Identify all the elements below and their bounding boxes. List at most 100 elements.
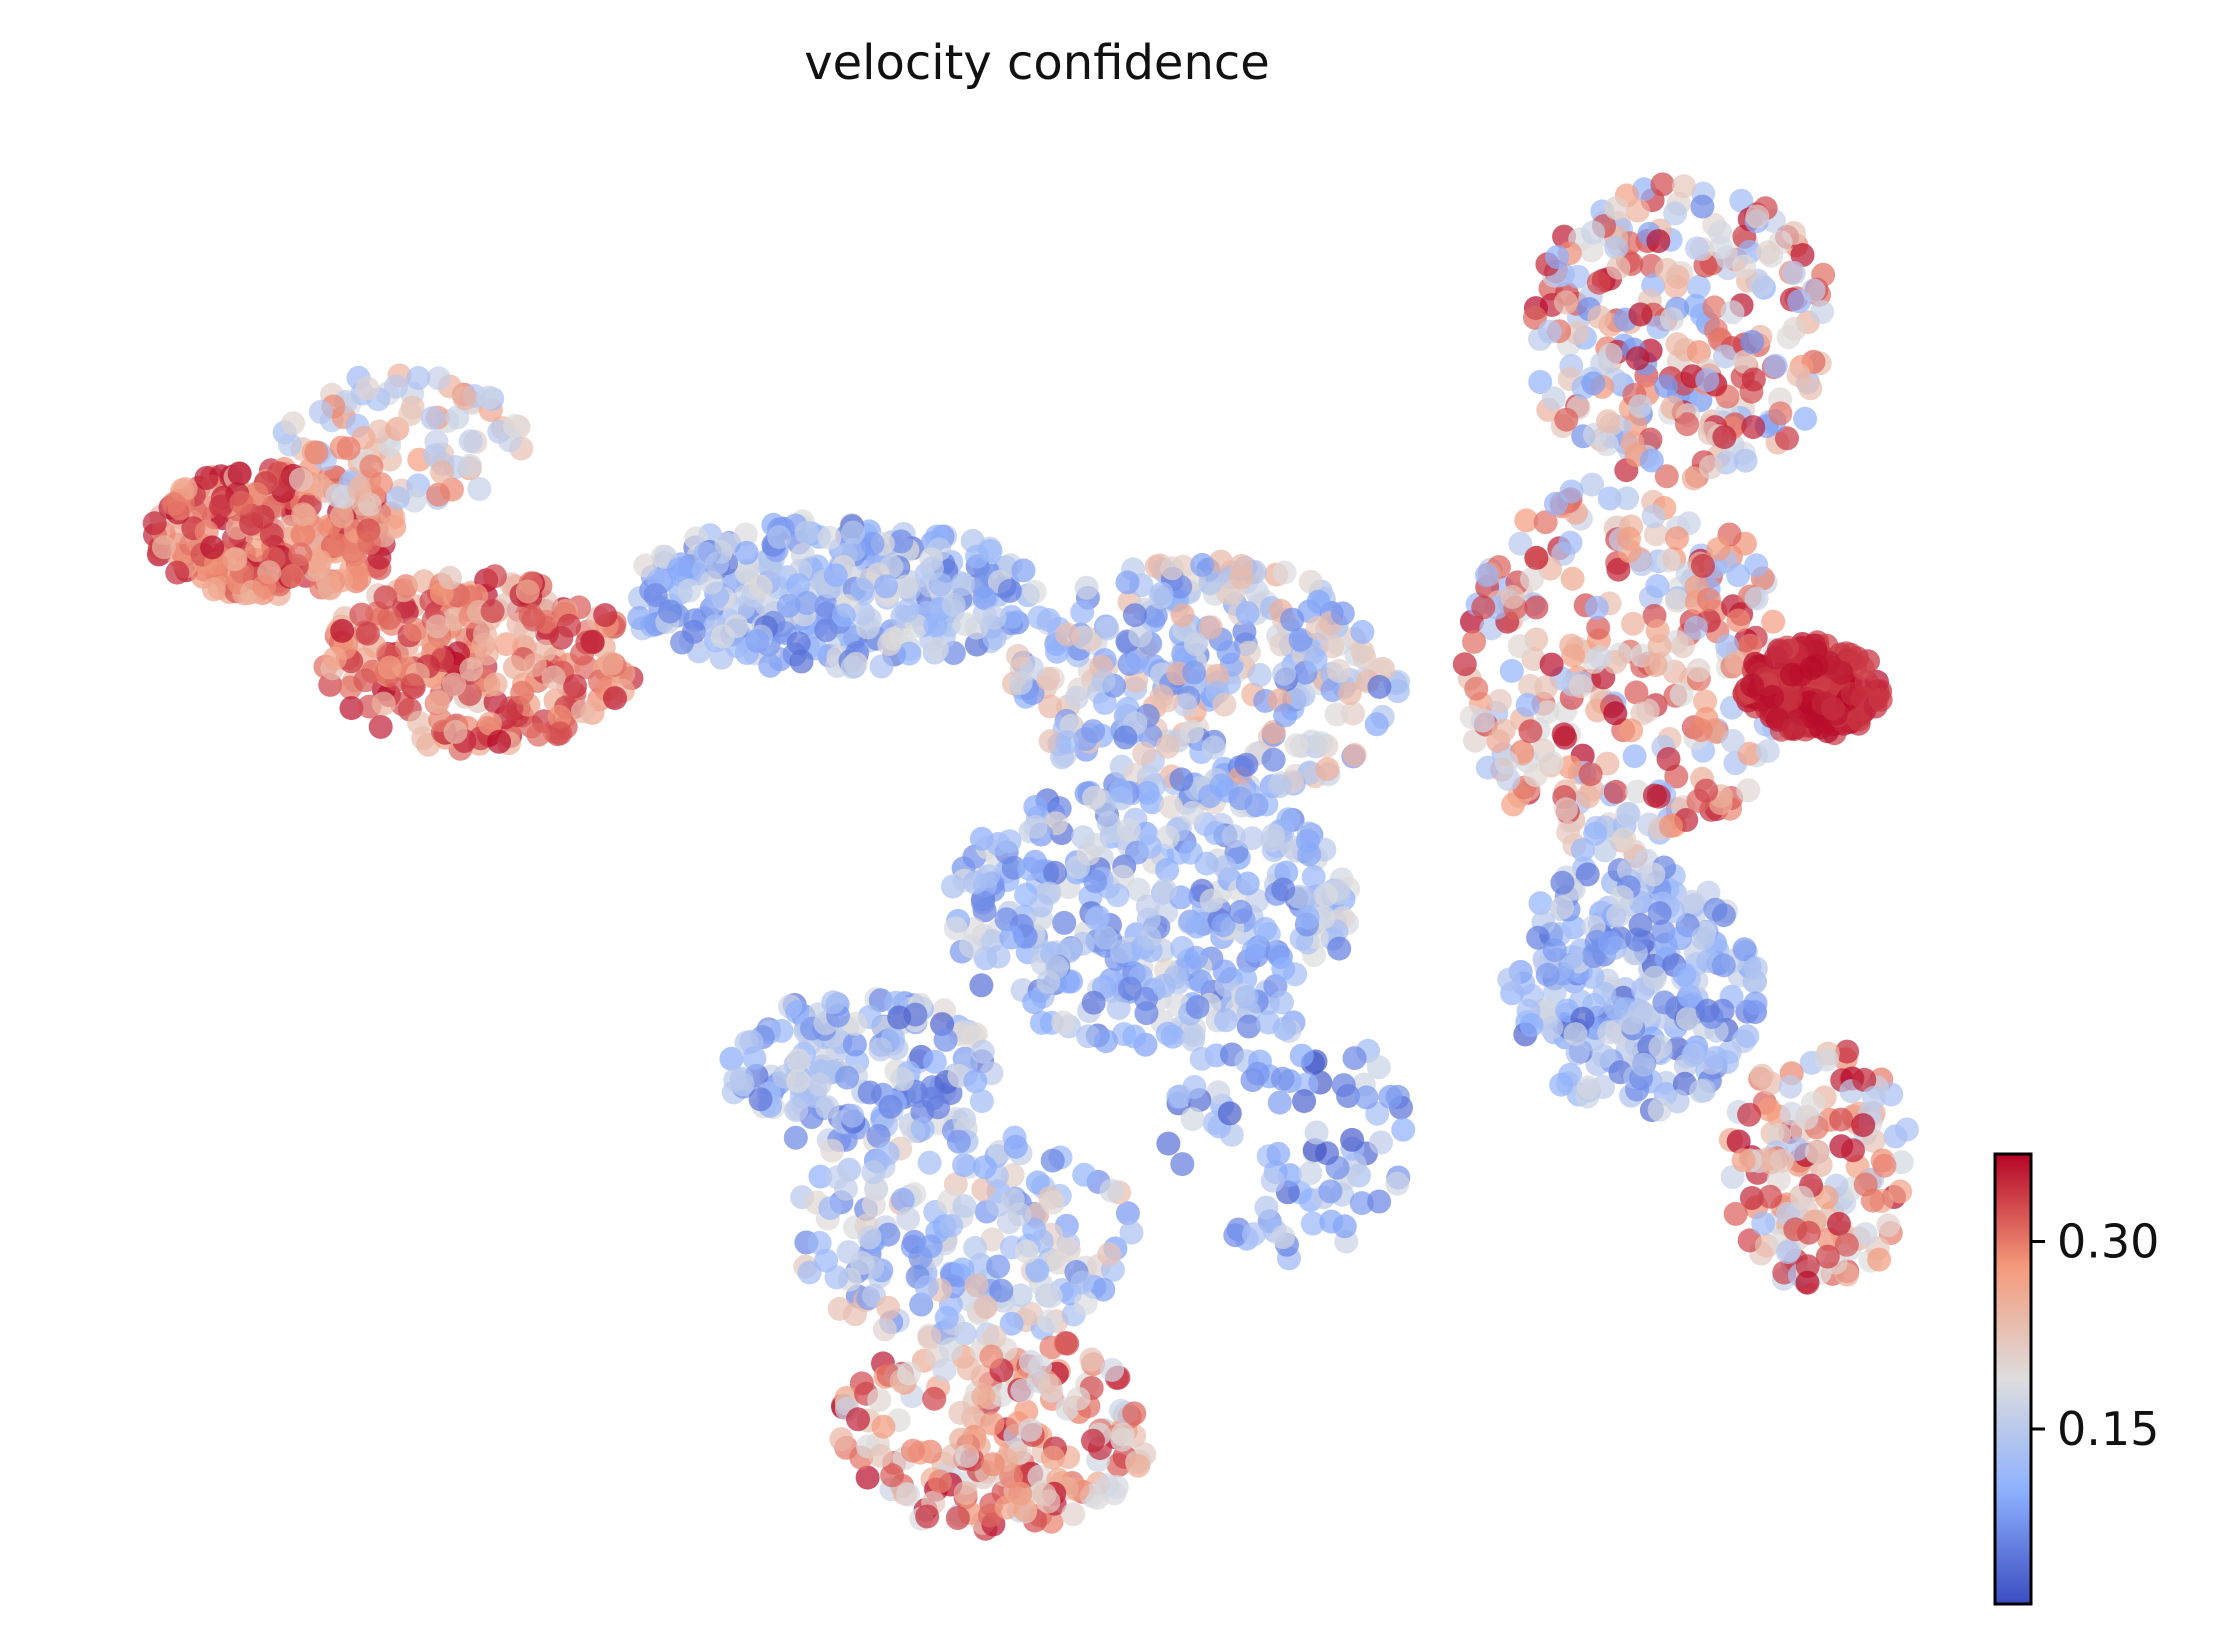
scatter-point [1732,349,1757,374]
scatter-point [1223,1223,1248,1248]
scatter-point [1565,321,1590,345]
scatter-point [1542,938,1567,963]
scatter-point [1168,574,1193,599]
scatter-point [932,1358,957,1383]
scatter-point [1095,1473,1120,1498]
scatter-point [924,637,949,662]
scatter-point [1685,236,1709,261]
scatter-point [1280,607,1305,632]
scatter-point [1180,800,1205,825]
scatter-point [861,1160,886,1185]
scatter-point [1074,575,1099,600]
scatter-point [1040,1190,1065,1215]
scatter-point [1083,869,1108,894]
scatter-point [982,1324,1007,1349]
scatter-point [1642,965,1667,990]
scatter-point [797,1260,822,1285]
scatter-point [1829,1107,1854,1132]
scatter-point [1260,1168,1285,1193]
scatter-point [1292,1089,1317,1114]
scatter-point [1668,926,1693,951]
scatter-point [963,1069,988,1094]
scatter-point [784,1098,809,1123]
scatter-point [1199,888,1224,913]
scatter-point [933,1027,958,1052]
scatter-point [969,1089,994,1114]
scatter-point [887,1005,912,1030]
scatter-point [1533,510,1558,535]
scatter-point [1606,557,1631,582]
scatter-point [1535,962,1560,987]
scatter-point [1005,643,1030,668]
scatter-point [1261,720,1286,745]
scatter-point [1273,703,1298,728]
scatter-point [1703,1045,1728,1070]
scatter-point [943,916,968,941]
scatter-point [1253,916,1278,941]
scatter-point [846,1407,870,1432]
scatter-point [307,473,332,498]
scatter-point [1501,792,1526,817]
scatter-point [705,551,729,576]
scatter-point [1810,300,1834,325]
scatter-point [1799,656,1824,681]
scatter-point [952,1153,977,1178]
scatter-point [1008,1283,1033,1308]
scatter-point [1808,715,1833,740]
scatter-point [1385,679,1410,704]
scatter-point [1560,566,1585,591]
scatter-point [1580,472,1605,497]
scatter-point [603,686,627,711]
scatter-point [730,1072,755,1097]
scatter-point [1570,837,1595,862]
scatter-point [1303,647,1328,672]
scatter-point [171,540,196,565]
scatter-point [1295,828,1320,853]
scatter-point [1096,810,1121,835]
scatter-point [563,674,588,699]
scatter-point [1641,862,1666,887]
scatter-point [476,385,501,410]
scatter-point [1827,1211,1851,1236]
scatter-point [953,612,978,637]
scatter-point [1603,701,1628,726]
scatter-point [878,1094,903,1119]
scatter-point [1212,855,1237,880]
scatter-point [1070,600,1095,625]
scatter-point [999,1311,1024,1336]
scatter-point [1553,725,1578,750]
scatter-point [1706,537,1731,562]
scatter-point [1524,595,1549,620]
scatter-point [889,529,914,554]
scatter-point [940,874,965,899]
scatter-point [1541,386,1566,411]
scatter-point [1236,640,1261,665]
scatter-point [860,531,885,556]
scatter-point [824,1265,849,1290]
scatter-point [890,1067,915,1092]
scatter-point [829,1427,854,1452]
scatter-point [1108,778,1133,803]
scatter-point [442,672,466,697]
scatter-point [1272,661,1297,686]
colorbar: 0.30 0.15 [1993,1152,2159,1606]
scatter-point [1507,634,1532,659]
scatter-point [1354,1085,1379,1110]
scatter-point [1646,229,1671,254]
scatter-point [1694,778,1719,803]
scatter-point [1217,1101,1242,1126]
scatter-point [510,680,535,705]
scatter-point [1565,1041,1590,1065]
scatter-point [843,1302,867,1327]
scatter-point [1696,587,1721,612]
scatter-point [201,577,226,602]
scatter-point [999,925,1024,950]
scatter-point [1508,531,1533,556]
scatter-point [890,1187,915,1212]
scatter-point [347,477,372,502]
scatter-point [1550,895,1575,920]
scatter-point [1535,700,1560,725]
scatter-point [910,1116,935,1141]
scatter-point [786,631,811,656]
scatter-point [1740,330,1765,354]
